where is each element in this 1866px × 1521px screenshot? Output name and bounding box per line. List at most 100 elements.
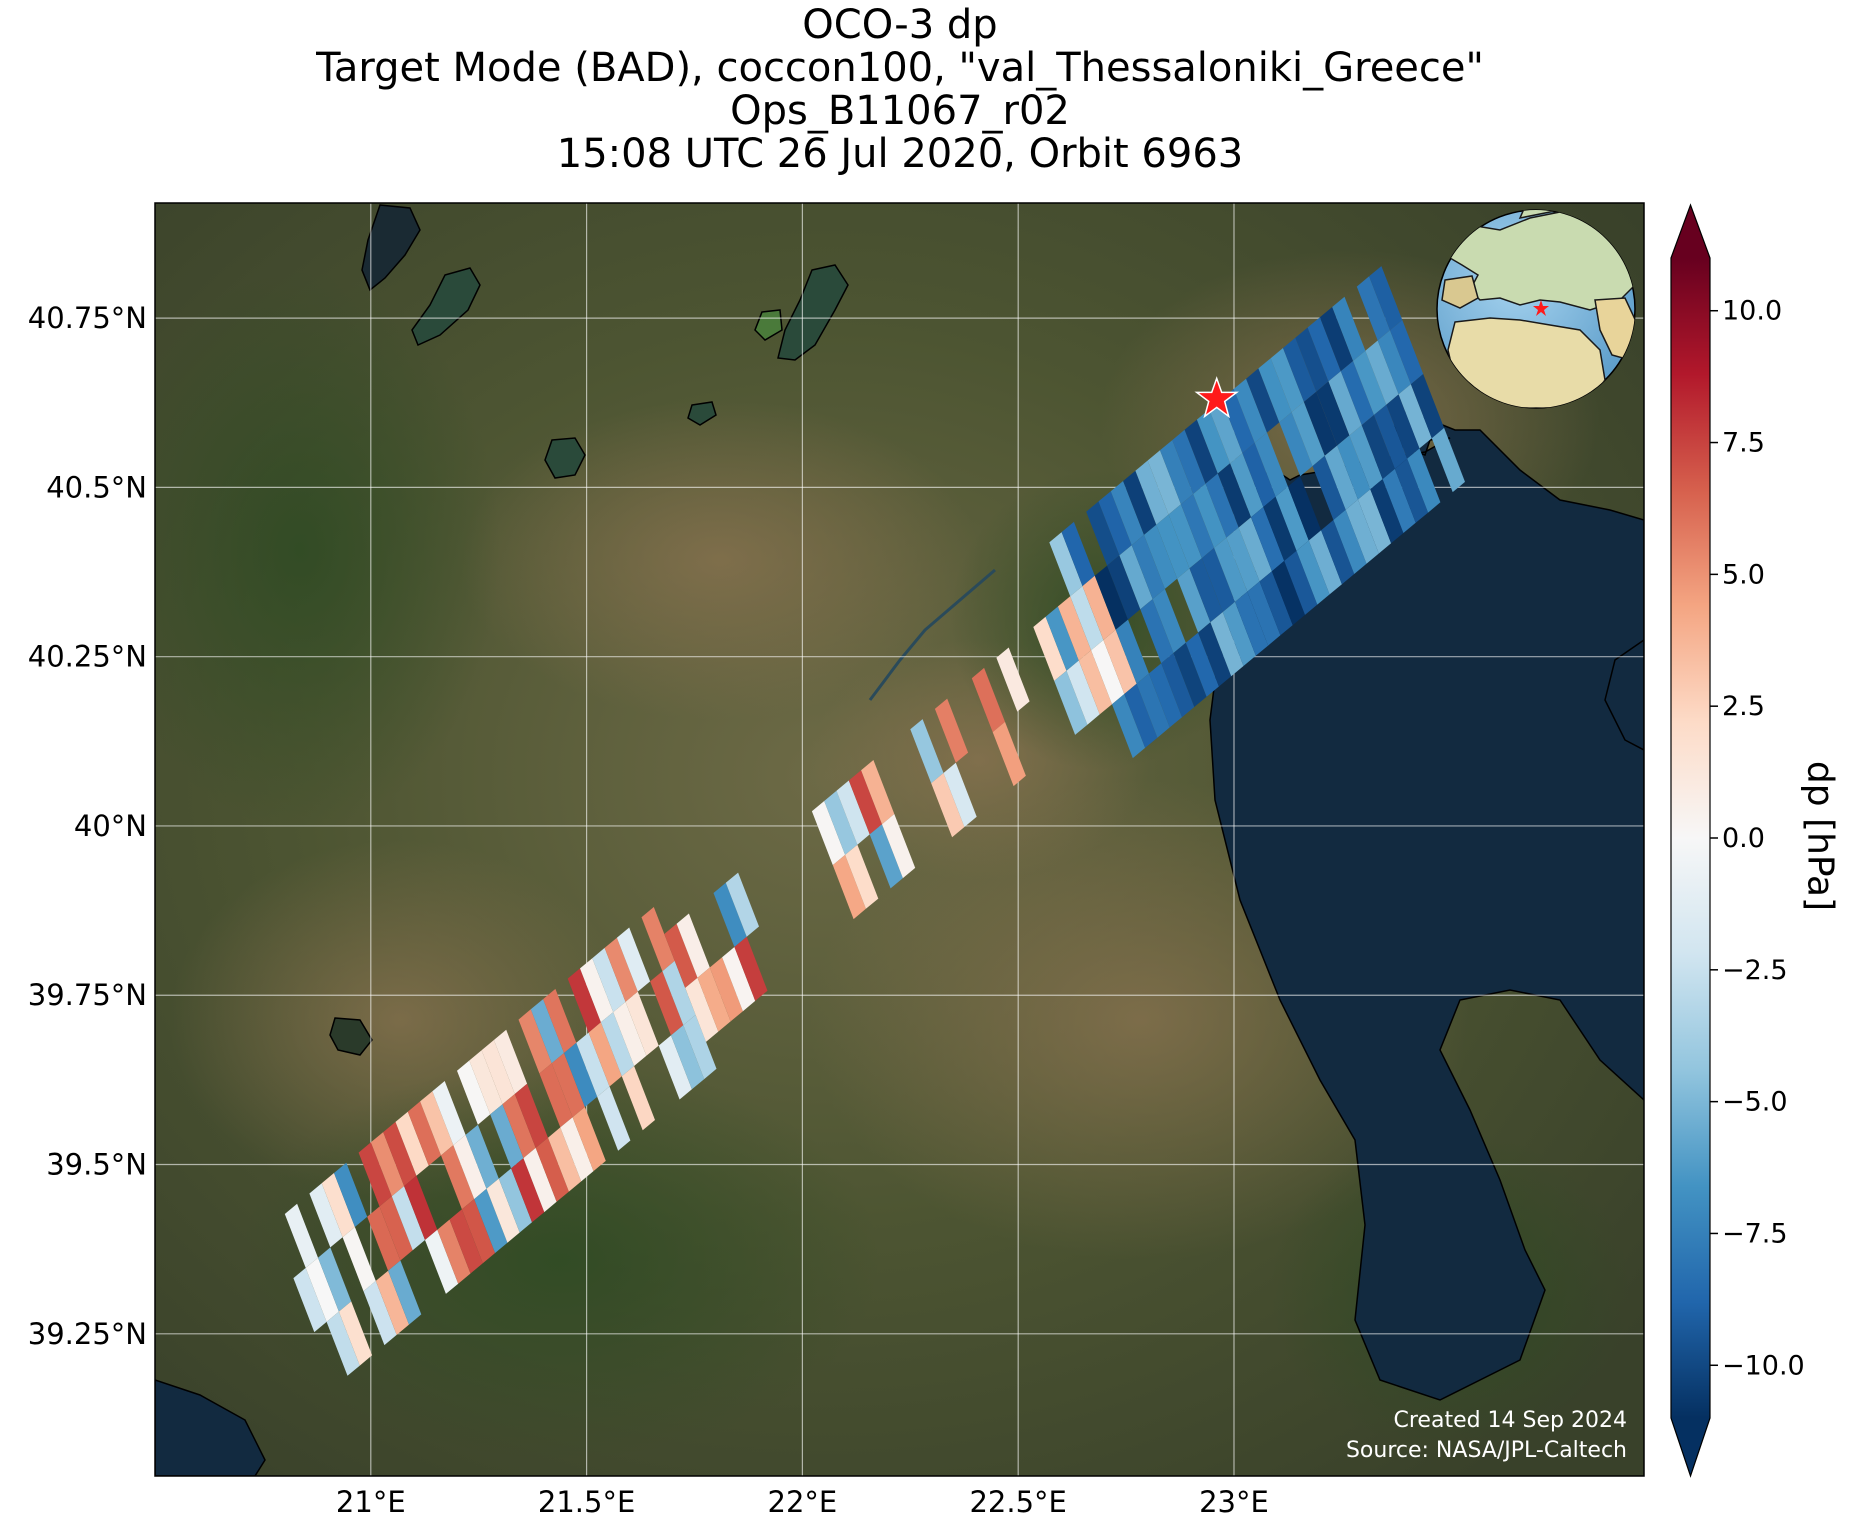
- sounding-cell: [551, 1053, 585, 1118]
- sounding-cell: [1291, 401, 1325, 467]
- sounding-cell: [1045, 606, 1079, 671]
- sounding-cell: [1316, 381, 1350, 446]
- sounding-cell: [1284, 550, 1318, 615]
- sounding-cell: [1054, 670, 1088, 735]
- sounding-cell: [869, 824, 903, 889]
- sounding-cell: [931, 773, 965, 838]
- sounding-cell: [1098, 491, 1132, 556]
- sounding-cell: [1124, 683, 1158, 748]
- sounding-cell: [1254, 432, 1288, 497]
- colorbar-tick-label: 10.0: [1722, 296, 1782, 327]
- sounding-cell: [1270, 348, 1304, 413]
- sounding-cell: [1370, 479, 1404, 544]
- sounding-cell: [379, 1196, 413, 1261]
- sounding-cell: [996, 647, 1030, 712]
- map-area: Created 14 Sep 2024 Source: NASA/JPL-Cal…: [155, 203, 1644, 1476]
- sounding-cell: [342, 1227, 376, 1292]
- sounding-cell: [1230, 453, 1264, 518]
- sounding-cell: [1198, 622, 1232, 687]
- sounding-cell: [420, 1091, 454, 1156]
- sounding-cell: [1312, 455, 1346, 520]
- lon-tick-label: 21.5°E: [538, 1485, 635, 1519]
- sounding-cell: [1407, 448, 1441, 513]
- sounding-cell: [1238, 517, 1272, 582]
- latitude-labels: 40.75°N 40.5°N 40.25°N 40°N 39.75°N 39.5°N 39.…: [28, 301, 147, 1351]
- sounding-cell: [523, 1147, 557, 1213]
- sounding-cell: [1345, 499, 1379, 564]
- sounding-cell: [1328, 371, 1362, 436]
- lake-zazari: [687, 401, 717, 426]
- sounding-cell: [1349, 425, 1383, 490]
- globe-star-icon: [1533, 300, 1549, 316]
- colorbar-gradient: [1671, 258, 1710, 1418]
- sounding-cell: [437, 1219, 471, 1284]
- lon-tick-label: 22°E: [768, 1485, 838, 1519]
- sounding-cell: [597, 1086, 631, 1151]
- sounding-cell: [1431, 427, 1465, 493]
- colorbar-extend-min: [1671, 1418, 1710, 1476]
- sounding-cell: [1049, 532, 1083, 597]
- sounding-cell: [1173, 642, 1207, 707]
- sounding-cell: [685, 977, 719, 1042]
- colorbar-tick-label: −5.0: [1722, 1087, 1788, 1118]
- sounding-cell: [580, 958, 614, 1023]
- sounding-cell: [943, 762, 977, 827]
- sounding-cell: [861, 760, 895, 825]
- sounding-cell: [1148, 663, 1182, 728]
- sounding-cell: [395, 1111, 429, 1176]
- sounding-cell: [1382, 468, 1416, 533]
- sounding-cell: [334, 1162, 368, 1227]
- sounding-cell: [1259, 571, 1293, 636]
- sounding-cell: [1147, 450, 1181, 515]
- colorbar-label: dp [hPa]: [1799, 760, 1841, 912]
- sounding-cell: [1210, 612, 1244, 677]
- sounding-cell: [832, 854, 866, 920]
- sounding-cell: [1296, 540, 1330, 605]
- map-frame: [154, 202, 1645, 1477]
- sounding-cell: [1410, 374, 1445, 439]
- sounding-cell: [1386, 394, 1420, 459]
- sounding-cell: [1246, 368, 1280, 433]
- sounding-cell: [1353, 350, 1387, 415]
- sounding-cell: [1287, 476, 1322, 541]
- figure-title: OCO-3 dp Target Mode (BAD), coccon100, "…: [0, 4, 1800, 176]
- sounding-cell: [1131, 534, 1165, 600]
- sounding-cell: [367, 1206, 401, 1271]
- sounding-cell: [1321, 520, 1355, 585]
- sounding-cell: [621, 1066, 655, 1131]
- sounding-cell: [560, 1117, 594, 1182]
- sounding-cell: [604, 937, 638, 1002]
- sounding-cell: [1112, 694, 1146, 759]
- sounding-cell: [592, 947, 626, 1013]
- colorbar-outline: [1670, 203, 1711, 1478]
- title-line-4: 15:08 UTC 26 Jul 2020, Orbit 6963: [556, 131, 1244, 177]
- sounding-cell: [971, 667, 1005, 733]
- sounding-cell: [407, 1101, 441, 1166]
- sounding-cell: [1103, 629, 1137, 694]
- sounding-cell: [1115, 619, 1149, 684]
- sounding-cell: [432, 1081, 466, 1146]
- sounding-cell: [572, 1107, 606, 1172]
- lat-tick-label: 40.25°N: [28, 640, 147, 674]
- sounding-cell: [1185, 632, 1219, 697]
- sounding-cell: [318, 1247, 352, 1312]
- colorbar: 10.0 7.5 5.0 2.5 0.0 −2.5 −5.0 −7.5 −10.0: [1670, 203, 1805, 1478]
- forest-patch: [155, 270, 500, 830]
- colorbar-extend-max: [1671, 205, 1710, 258]
- sounding-cell: [1082, 575, 1116, 640]
- sounding-cell: [671, 1025, 705, 1090]
- sounding-cell: [734, 936, 768, 1001]
- title-line-2: Target Mode (BAD), coccon100, "val_Thess…: [316, 45, 1484, 91]
- sounding-cell: [457, 1060, 491, 1125]
- sounding-cell: [576, 1032, 610, 1097]
- sounding-cell: [1123, 470, 1157, 535]
- lon-tick-label: 21°E: [336, 1485, 406, 1519]
- sounding-cell: [836, 780, 870, 845]
- sounding-cell: [1319, 307, 1354, 372]
- sounding-cell: [1398, 384, 1432, 449]
- sounding-cell: [1263, 496, 1297, 561]
- sounding-cell: [1184, 419, 1218, 484]
- sounding-cell: [481, 1040, 515, 1105]
- title-line-1: OCO-3 dp: [802, 2, 998, 48]
